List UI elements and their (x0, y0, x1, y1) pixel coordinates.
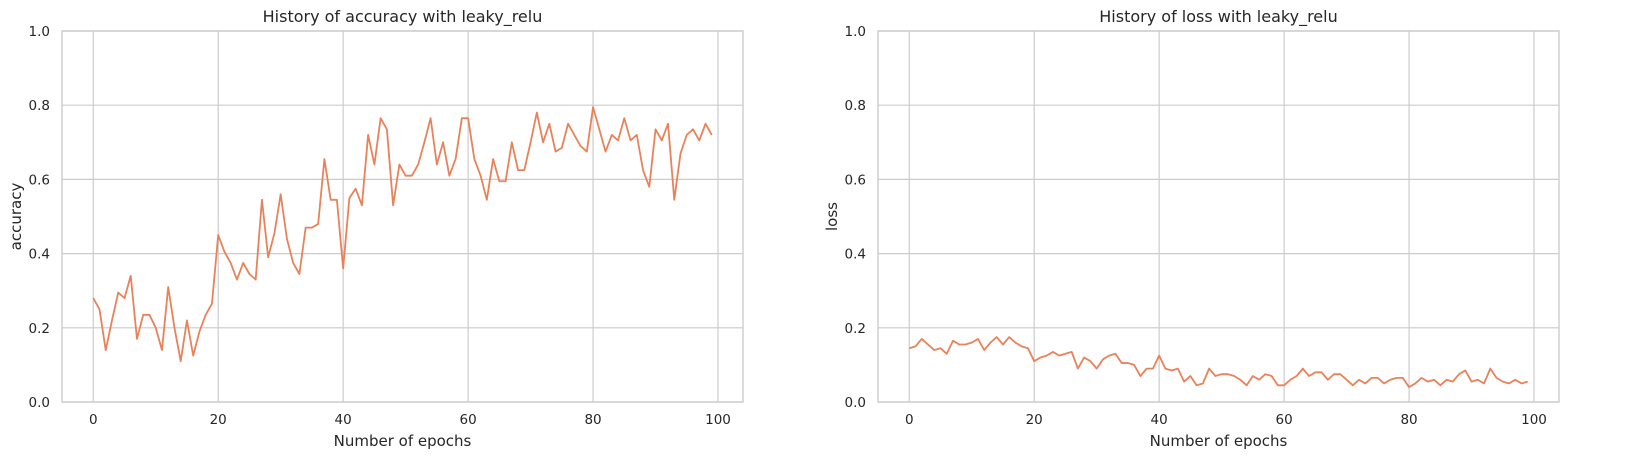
grid (62, 30, 743, 403)
plot-frame (877, 30, 1560, 403)
accuracy-chart: History of accuracy with leaky_relu Numb… (7, 7, 744, 450)
y-axis-label: loss (823, 202, 841, 231)
x-tick-label: 60 (1276, 412, 1293, 428)
x-tick-label: 0 (905, 412, 914, 428)
chart-title: History of loss with leaky_relu (1099, 7, 1337, 27)
x-tick-label: 40 (1151, 412, 1168, 428)
x-tick-label: 80 (584, 412, 601, 428)
x-tick-label: 40 (335, 412, 352, 428)
y-tick-label: 0.6 (29, 172, 50, 188)
loss-chart: History of loss with leaky_relu Number o… (823, 7, 1560, 450)
y-tick-label: 0.4 (29, 247, 50, 263)
chart-title: History of accuracy with leaky_relu (263, 7, 543, 27)
y-tick-label: 1.0 (29, 24, 50, 40)
x-tick-label: 20 (210, 412, 227, 428)
y-tick-label: 0.0 (29, 395, 50, 411)
x-axis-label: Number of epochs (334, 432, 472, 450)
grid (878, 30, 1559, 403)
y-tick-label: 0.4 (845, 247, 866, 263)
x-tick-label: 20 (1026, 412, 1043, 428)
x-tick-label: 80 (1400, 412, 1417, 428)
x-tick-label: 100 (1521, 412, 1547, 428)
y-axis-label: accuracy (7, 183, 25, 251)
x-tick-label: 60 (460, 412, 477, 428)
x-tick-label: 0 (89, 412, 98, 428)
y-tick-label: 0.8 (29, 98, 50, 114)
y-tick-label: 0.8 (845, 98, 866, 114)
y-tick-label: 0.0 (845, 395, 866, 411)
y-tick-label: 1.0 (845, 24, 866, 40)
x-tick-label: 100 (705, 412, 731, 428)
x-axis-label: Number of epochs (1150, 432, 1288, 450)
series-line (908, 336, 1529, 389)
y-tick-label: 0.6 (845, 172, 866, 188)
y-tick-label: 0.2 (845, 321, 866, 337)
plot-frame (61, 30, 744, 403)
y-tick-label: 0.2 (29, 321, 50, 337)
series-line (92, 106, 713, 363)
